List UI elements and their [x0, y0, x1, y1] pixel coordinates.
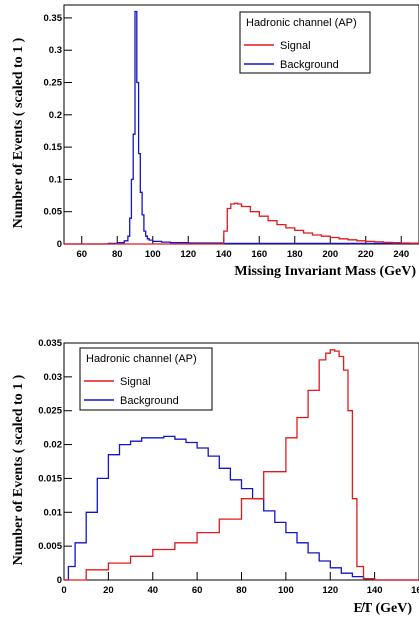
top-x-tick-label: 180	[287, 249, 303, 260]
top-x-tick-label: 140	[216, 249, 232, 260]
top-x-tick-label: 240	[393, 249, 409, 260]
bottom-background-series	[64, 435, 419, 581]
bottom-legend-signal-label: Signal	[120, 376, 151, 388]
top-x-axis-label: Missing Invariant Mass (GeV)	[234, 264, 416, 279]
top-x-tick-label: 60	[76, 249, 87, 260]
top-y-tick-label: 0.05	[44, 207, 63, 218]
bottom-signal-series	[64, 349, 419, 581]
top-y-tick-label: 0.25	[44, 78, 63, 89]
top-x-tick-label: 120	[180, 249, 196, 260]
bottom-y-axis-label: Number of Events ( scaled to 1 )	[11, 374, 26, 565]
bot-y-tick-label: 0.005	[38, 541, 62, 552]
bot-x-tick-label: 60	[192, 585, 203, 596]
top-x-tick-label: 200	[322, 249, 338, 260]
bot-y-tick-label: 0.035	[38, 338, 62, 349]
top-chart: 0 0.05 0.1 0.15 0.2 0.25 0.3 0.35 60 80 100 120 140…	[11, 4, 419, 279]
bot-y-tick-label: 0.03	[44, 372, 63, 383]
top-legend-title: Hadronic channel (AP)	[246, 17, 357, 29]
bot-y-tick-label: 0.025	[38, 406, 62, 417]
top-x-tick-label: 220	[358, 249, 374, 260]
top-signal-series	[64, 202, 419, 245]
top-background-series	[64, 10, 419, 245]
top-x-tick-label: 80	[112, 249, 123, 260]
top-y-tick-label: 0.2	[49, 110, 62, 121]
bot-x-tick-label: 40	[147, 585, 158, 596]
bot-x-tick-label: 120	[322, 585, 338, 596]
top-legend-background-label: Background	[280, 59, 339, 71]
bot-x-tick-label: 20	[103, 585, 114, 596]
top-y-tick-label: 0	[57, 239, 62, 250]
top-y-tick-label: 0.1	[49, 174, 63, 185]
top-legend: Hadronic channel (AP) Signal Background	[239, 11, 371, 74]
bottom-legend-title: Hadronic channel (AP)	[86, 353, 197, 365]
bot-x-tick-label: 140	[367, 585, 383, 596]
top-x-axis: 60 80 100 120 140 160 180 200 220 240	[76, 236, 409, 260]
top-legend-signal-label: Signal	[280, 40, 311, 52]
bot-y-tick-label: 0	[57, 575, 62, 586]
bottom-y-axis: 0 0.005 0.01 0.015 0.02 0.025 0.03 0.035	[38, 338, 72, 586]
top-y-tick-label: 0.15	[44, 142, 63, 153]
bottom-x-axis: 0 20 40 60 80 100 120 140 160	[61, 572, 419, 596]
top-y-axis-label: Number of Events ( scaled to 1 )	[11, 37, 26, 228]
bot-x-tick-label: 80	[236, 585, 247, 596]
bot-y-tick-label: 0.01	[44, 507, 63, 518]
top-legend-box	[239, 11, 371, 74]
top-y-axis: 0 0.05 0.1 0.15 0.2 0.25 0.3 0.35	[44, 13, 72, 250]
top-y-tick-label: 0.35	[44, 13, 63, 24]
bottom-legend-background-label: Background	[120, 395, 179, 407]
bot-x-tick-label: 100	[278, 585, 294, 596]
bottom-legend: Hadronic channel (AP) Signal Background	[79, 347, 213, 411]
top-y-tick-label: 0.3	[49, 45, 62, 56]
bot-y-tick-label: 0.015	[38, 473, 62, 484]
bottom-x-axis-label: E̸T (GeV)	[354, 601, 413, 616]
top-x-tick-label: 160	[251, 249, 267, 260]
bot-x-tick-label: 0	[61, 585, 66, 596]
bot-x-tick-label: 160	[411, 585, 419, 596]
top-x-tick-label: 100	[145, 249, 161, 260]
bot-y-tick-label: 0.02	[44, 440, 63, 451]
bottom-chart: 0 0.005 0.01 0.015 0.02 0.025 0.03 0.035 0 20 40 6…	[11, 338, 419, 616]
